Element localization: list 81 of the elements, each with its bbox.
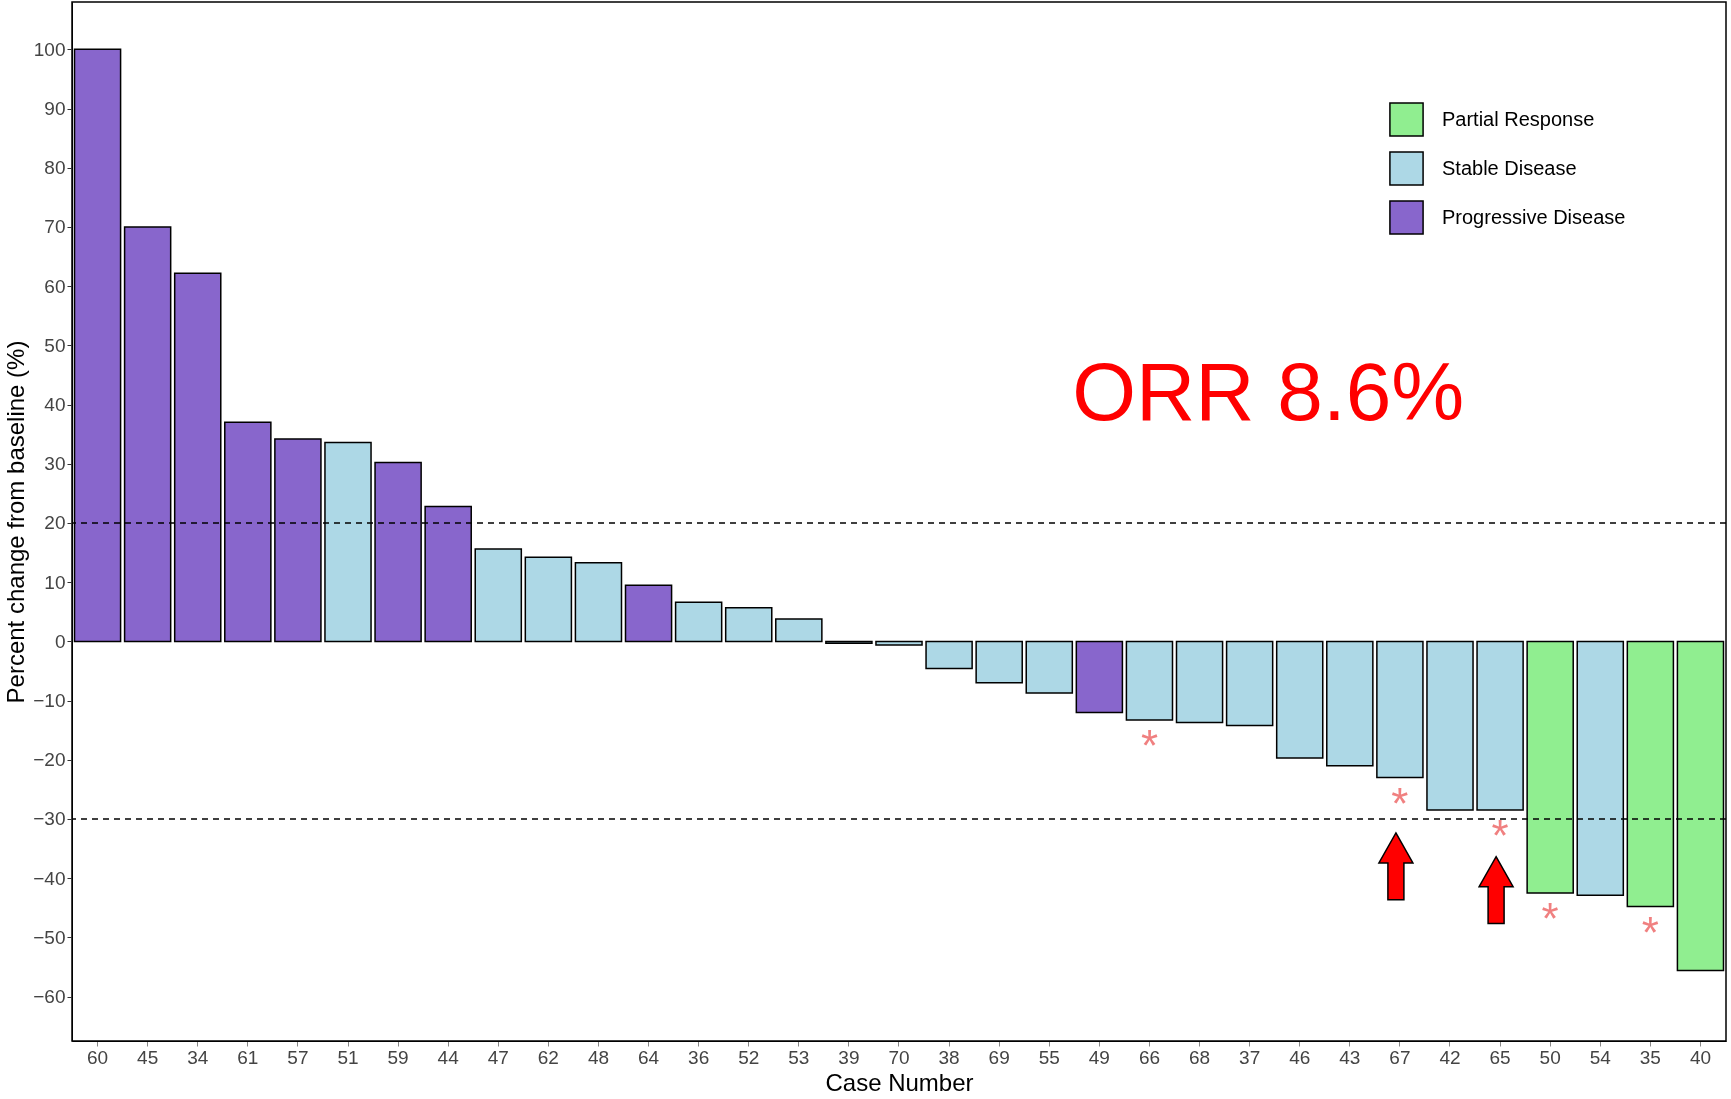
x-tick-label: 44 (437, 1046, 460, 1068)
bar (1125, 640, 1174, 721)
bar (624, 584, 673, 643)
bar (1075, 640, 1124, 714)
x-tick-label: 35 (1639, 1046, 1661, 1068)
x-tick-label: 42 (1439, 1046, 1461, 1068)
x-tick-label: 52 (738, 1046, 760, 1068)
x-tick-label: 64 (637, 1046, 660, 1068)
legend-label: Progressive Disease (1442, 205, 1626, 228)
x-tick-label: 62 (537, 1046, 559, 1068)
x-tick-label: 38 (938, 1046, 960, 1068)
y-tick-label: −20 (33, 749, 66, 771)
x-tick-label: 34 (187, 1046, 209, 1068)
x-tick-label: 39 (838, 1046, 860, 1068)
y-tick-label: 80 (44, 157, 66, 179)
annotation: * (1391, 778, 1409, 828)
x-tick-label: 67 (1389, 1046, 1411, 1068)
bar (674, 601, 723, 643)
legend-label: Partial Response (1442, 107, 1595, 130)
x-tick-label: 69 (988, 1046, 1010, 1068)
y-tick-label: 0 (54, 630, 66, 652)
y-tick-label: 90 (44, 98, 66, 120)
x-tick-label: 37 (1239, 1046, 1261, 1068)
x-tick-label: 54 (1589, 1046, 1612, 1068)
x-tick-label: 53 (788, 1046, 810, 1068)
bar (1025, 640, 1074, 694)
bar (925, 640, 973, 670)
x-tick-label: 40 (1689, 1046, 1712, 1068)
x-tick-label: 59 (387, 1046, 409, 1068)
x-tick-label: 36 (688, 1046, 710, 1068)
x-tick-label: 48 (587, 1046, 610, 1068)
y-axis-title: Percent change from baseline (%) (2, 340, 30, 704)
x-tick-label: 45 (137, 1046, 159, 1068)
y-tick-label: −60 (33, 986, 66, 1008)
annotation: * (1491, 811, 1509, 861)
x-tick-label: 50 (1539, 1046, 1561, 1068)
bar (1426, 640, 1474, 811)
x-tick-label: 49 (1088, 1046, 1110, 1068)
bar (574, 561, 623, 643)
x-tick-label: 43 (1339, 1046, 1361, 1068)
annotation: * (1140, 721, 1159, 771)
annotation: ORR 8.6% (1072, 345, 1465, 440)
bar (1326, 640, 1374, 767)
bar (775, 618, 823, 643)
x-tick-label: 47 (487, 1046, 509, 1068)
y-tick-label: 10 (44, 571, 66, 593)
y-tick-label: 50 (44, 334, 66, 356)
legend-label: Stable Disease (1442, 156, 1577, 179)
x-tick-label: 70 (888, 1046, 910, 1068)
y-tick-label: 100 (33, 38, 66, 60)
x-tick-label: 46 (1289, 1046, 1311, 1068)
bar (1175, 640, 1224, 724)
bar (975, 640, 1023, 684)
x-axis-title: Case Number (825, 1068, 974, 1096)
y-tick-label: −30 (33, 808, 66, 830)
bar (724, 606, 773, 643)
y-tick-label: 70 (44, 216, 66, 238)
bar (1225, 640, 1274, 727)
x-tick-label: 57 (287, 1046, 309, 1068)
x-tick-label: 66 (1138, 1046, 1161, 1068)
y-tick-label: −40 (33, 867, 66, 889)
x-tick-label: 60 (86, 1046, 109, 1068)
bar (524, 556, 573, 643)
y-tick-label: −10 (33, 690, 66, 712)
bar (474, 548, 523, 643)
y-tick-label: 30 (44, 453, 66, 475)
y-tick-label: −50 (33, 926, 66, 948)
x-tick-label: 65 (1489, 1046, 1511, 1068)
x-tick-label: 68 (1188, 1046, 1211, 1068)
x-tick-label: 51 (337, 1046, 359, 1068)
y-tick-label: 20 (44, 512, 66, 534)
y-tick-label: 60 (44, 275, 66, 297)
annotation: * (1641, 907, 1659, 957)
annotation: * (1541, 893, 1559, 943)
x-tick-label: 61 (237, 1046, 259, 1068)
bar (1376, 640, 1424, 779)
y-tick-label: 40 (44, 394, 66, 416)
bar (1476, 640, 1524, 811)
x-tick-label: 55 (1038, 1046, 1060, 1068)
bar (1275, 640, 1324, 759)
bar (875, 640, 923, 646)
